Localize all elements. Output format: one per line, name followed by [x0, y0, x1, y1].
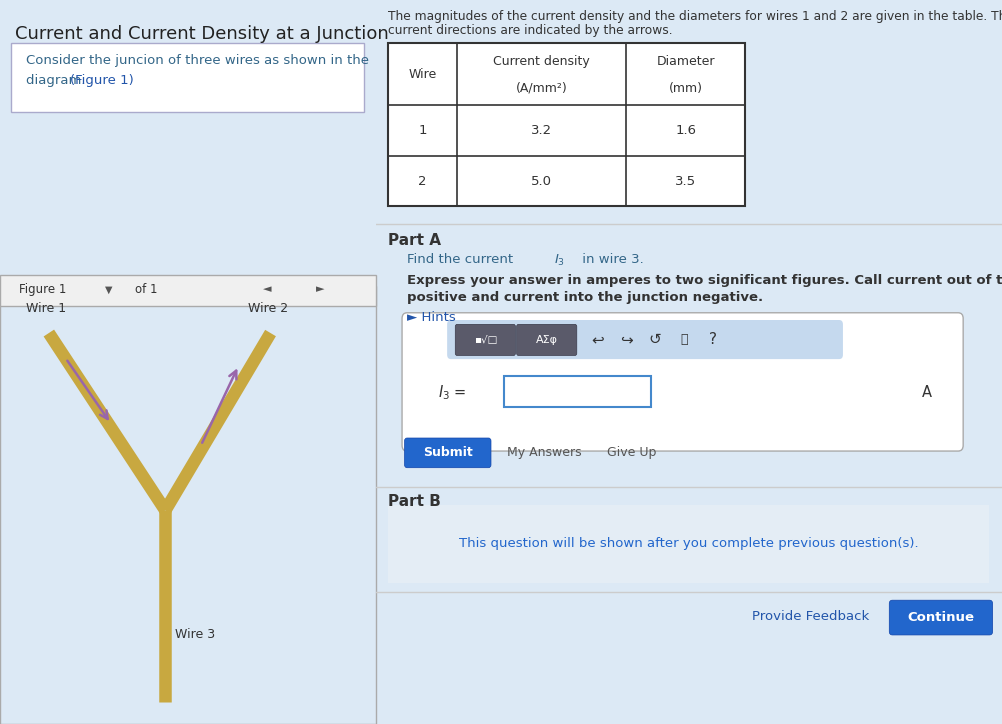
Text: Provide Feedback: Provide Feedback: [752, 610, 869, 623]
Text: ▼: ▼: [105, 285, 112, 295]
FancyBboxPatch shape: [388, 505, 989, 583]
Text: Wire 3: Wire 3: [174, 628, 214, 641]
Text: A: A: [922, 385, 932, 400]
Text: 3.5: 3.5: [675, 174, 696, 188]
Text: This question will be shown after you complete previous question(s).: This question will be shown after you co…: [459, 537, 919, 550]
Text: $I_3$ =: $I_3$ =: [438, 383, 467, 402]
Text: Find the current: Find the current: [407, 253, 517, 266]
Text: Wire 1: Wire 1: [26, 302, 66, 315]
FancyBboxPatch shape: [402, 313, 963, 451]
Text: Submit: Submit: [423, 446, 473, 459]
FancyBboxPatch shape: [405, 438, 491, 468]
Text: ΑΣφ: ΑΣφ: [536, 334, 558, 345]
FancyBboxPatch shape: [0, 286, 376, 724]
Text: ◄: ◄: [263, 285, 272, 295]
Text: current directions are indicated by the arrows.: current directions are indicated by the …: [388, 24, 673, 37]
Text: ↪: ↪: [620, 332, 632, 347]
Text: of 1: of 1: [135, 283, 157, 296]
Text: Figure 1: Figure 1: [19, 283, 66, 296]
Text: (Figure 1): (Figure 1): [69, 74, 133, 87]
Text: ↩: ↩: [592, 332, 604, 347]
Text: ⌸: ⌸: [680, 333, 687, 346]
Text: 1: 1: [419, 124, 427, 137]
Text: Diameter: Diameter: [656, 55, 715, 68]
FancyBboxPatch shape: [890, 600, 993, 635]
Text: My Answers: My Answers: [507, 446, 582, 459]
Text: positive and current into the junction negative.: positive and current into the junction n…: [407, 291, 764, 304]
FancyBboxPatch shape: [0, 275, 376, 306]
Text: ► Hints: ► Hints: [407, 311, 456, 324]
FancyBboxPatch shape: [447, 320, 843, 359]
Text: Wire 2: Wire 2: [247, 302, 289, 315]
Bar: [388, 43, 745, 206]
Text: (mm): (mm): [668, 82, 702, 95]
Text: Continue: Continue: [908, 611, 975, 624]
Text: diagram.: diagram.: [26, 74, 90, 87]
FancyBboxPatch shape: [455, 324, 515, 355]
Text: Wire: Wire: [409, 68, 437, 80]
Text: ↺: ↺: [648, 332, 660, 347]
Text: Consider the juncion of three wires as shown in the: Consider the juncion of three wires as s…: [26, 54, 370, 67]
Text: ?: ?: [708, 332, 716, 347]
Bar: [504, 376, 651, 407]
Text: Part B: Part B: [388, 494, 441, 509]
Text: Part A: Part A: [388, 233, 441, 248]
Text: 5.0: 5.0: [531, 174, 552, 188]
Text: ▪√□: ▪√□: [474, 334, 497, 345]
Text: ►: ►: [316, 285, 324, 295]
Text: Express your answer in amperes to two significant figures. Call current out of t: Express your answer in amperes to two si…: [407, 274, 1002, 287]
Text: 1.6: 1.6: [675, 124, 696, 137]
Text: (A/mm²): (A/mm²): [516, 82, 567, 95]
Text: Current and Current Density at a Junction: Current and Current Density at a Junctio…: [15, 25, 389, 43]
Text: 2: 2: [419, 174, 427, 188]
Text: The magnitudes of the current density and the diameters for wires 1 and 2 are gi: The magnitudes of the current density an…: [388, 10, 1002, 23]
FancyBboxPatch shape: [517, 324, 577, 355]
Text: $I_3$: $I_3$: [554, 253, 565, 269]
Text: in wire 3.: in wire 3.: [578, 253, 643, 266]
Text: Give Up: Give Up: [607, 446, 657, 459]
FancyBboxPatch shape: [11, 43, 365, 112]
Text: 3.2: 3.2: [531, 124, 552, 137]
Text: Current density: Current density: [493, 55, 590, 68]
